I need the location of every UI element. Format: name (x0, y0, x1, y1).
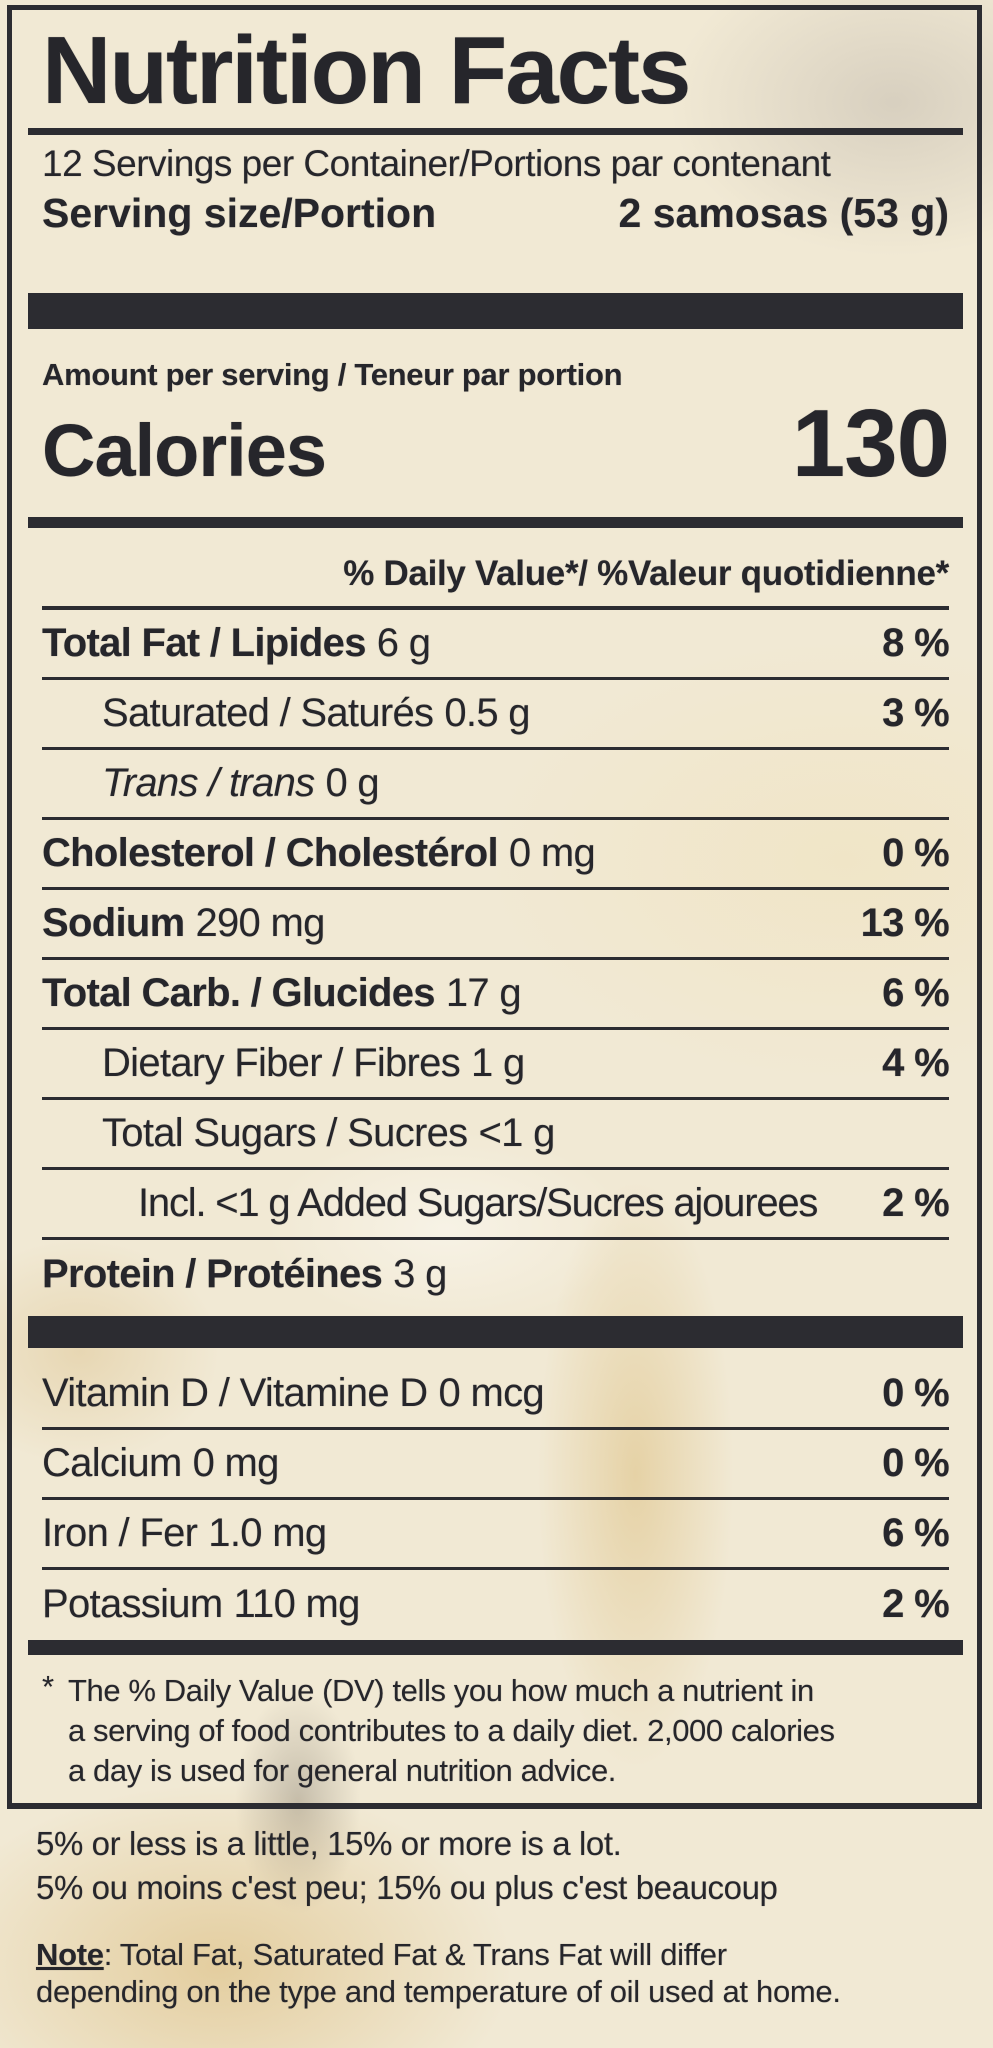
nutrient-name: Total Sugars / Sucres (102, 1110, 468, 1155)
nutrient-row-saturated: Saturated / Saturés 0.5 g 3 % (42, 680, 950, 750)
panel-title: Nutrition Facts (42, 17, 691, 124)
nutrient-dv: 0 % (882, 1370, 950, 1415)
note-text: : Total Fat, Saturated Fat & Trans Fat w… (103, 1937, 727, 1972)
nutrient-name: Trans / trans (102, 760, 315, 805)
nutrient-dv: 6 % (882, 1510, 950, 1555)
nutrient-dv: 2 % (882, 1180, 950, 1225)
nutrient-amount: 1.0 mg (208, 1510, 327, 1555)
calories-divider (28, 516, 963, 528)
nutrient-amount: 0 mcg (438, 1370, 545, 1415)
nutrient-dv: 0 % (882, 830, 950, 875)
nutrient-row-total-carb: Total Carb. / Glucides 17 g 6 % (42, 960, 950, 1030)
serving-size-value: 2 samosas (53 g) (618, 189, 949, 236)
nutrient-amount: 290 mg (195, 900, 325, 945)
daily-value-header: % Daily Value*/ %Valeur quotidienne* (343, 553, 949, 593)
nutrient-amount: 1 g (471, 1040, 525, 1085)
note-label: Note (36, 1937, 104, 1972)
nutrient-amount: 0 mg (508, 830, 596, 875)
nutrient-name: Calcium (42, 1440, 182, 1485)
nutrient-row-total-fat: Total Fat / Lipides 6 g 8 % (42, 610, 950, 680)
nutrient-dv: 13 % (860, 900, 950, 945)
servings-per-container: 12 Servings per Container/Portions par c… (42, 142, 831, 184)
nutrient-amount: 17 g (445, 970, 522, 1015)
nutrient-name: Cholesterol / Cholestérol (42, 830, 499, 875)
nutrition-facts-panel: Nutrition Facts 12 Servings per Containe… (7, 5, 982, 1809)
nutrient-amount: <1 g (478, 1110, 555, 1155)
nutrient-amount: 0 mg (192, 1440, 280, 1485)
nutrient-row-potassium: Potassium 110 mg 2 % (42, 1570, 950, 1640)
nutrient-dv: 3 % (882, 690, 950, 735)
note-text-line2: depending on the type and temperature of… (36, 1974, 841, 2009)
nutrient-name: Dietary Fiber / Fibres (102, 1040, 461, 1085)
nutrient-dv: 2 % (882, 1582, 950, 1627)
daily-value-footnote: * The % Daily Value (DV) tells you how m… (42, 1669, 949, 1791)
nutrient-dv: 0 % (882, 1440, 950, 1485)
serving-size-label: Serving size/Portion (42, 189, 437, 236)
dv-hint-french: 5% ou moins c'est peu; 15% ou plus c'est… (36, 1869, 778, 1906)
nutrient-name: Protein / Protéines (42, 1252, 383, 1297)
nutrient-name: Sodium (42, 900, 185, 945)
nutrient-dv: 6 % (882, 970, 950, 1015)
footnote-line: The % Daily Value (DV) tells you how muc… (68, 1672, 814, 1708)
nutrient-row-sodium: Sodium 290 mg 13 % (42, 890, 950, 960)
nutrient-name: Potassium (42, 1582, 223, 1627)
nutrient-amount: 3 g (393, 1252, 447, 1297)
nutrient-row-total-sugars: Total Sugars / Sucres <1 g (42, 1100, 949, 1170)
nutrient-name: Total Fat / Lipides (42, 620, 366, 665)
below-panel-text: 5% or less is a little, 15% or more is a… (36, 1822, 963, 2010)
nutrient-name: Incl. <1 g Added Sugars/Sucres ajourees (138, 1180, 818, 1225)
nutrient-amount: 110 mg (233, 1582, 360, 1627)
footnote-asterisk: * (42, 1668, 54, 1704)
nutrient-row-cholesterol: Cholesterol / Cholestérol 0 mg 0 % (42, 820, 950, 890)
nutrient-row-trans: Trans / trans 0 g (42, 750, 949, 820)
nutrient-table: Total Fat / Lipides 6 g 8 % Saturated / S… (42, 605, 950, 1310)
nutrient-amount: 0.5 g (444, 690, 530, 735)
nutrient-name: Total Carb. / Glucides (42, 970, 436, 1015)
serving-size-row: Serving size/Portion 2 samosas (53 g) (42, 187, 949, 239)
nutrient-name: Vitamin D / Vitamine D (42, 1370, 428, 1415)
nutrient-dv: 4 % (882, 1040, 950, 1085)
calories-label: Calories (42, 408, 327, 492)
nutrient-row-added-sugars: Incl. <1 g Added Sugars/Sucres ajourees … (42, 1170, 950, 1240)
amount-per-serving: Amount per serving / Teneur par portion (42, 356, 623, 392)
nutrient-row-dietary-fiber: Dietary Fiber / Fibres 1 g 4 % (42, 1030, 950, 1100)
nutrient-amount: 0 g (325, 760, 379, 805)
footnote-line: a serving of food contributes to a daily… (68, 1712, 835, 1748)
section-bar-protein (28, 1315, 963, 1348)
nutrient-row-iron: Iron / Fer 1.0 mg 6 % (42, 1500, 950, 1570)
section-bar-top (28, 292, 963, 329)
nutrient-name: Saturated / Saturés (102, 690, 434, 735)
nutrient-row-calcium: Calcium 0 mg 0 % (42, 1430, 950, 1500)
nutrient-row-protein: Protein / Protéines 3 g (42, 1240, 949, 1310)
oil-note: Note: Total Fat, Saturated Fat & Trans F… (36, 1936, 963, 2010)
dv-hint-english: 5% or less is a little, 15% or more is a… (36, 1825, 622, 1862)
calories-value: 130 (791, 389, 950, 497)
title-divider (28, 127, 963, 135)
nutrient-name: Iron / Fer (42, 1510, 198, 1555)
calories-row: Calories 130 (42, 389, 950, 499)
nutrient-dv: 8 % (882, 620, 950, 665)
section-bar-bottom (28, 1639, 963, 1655)
nutrient-amount: 6 g (376, 620, 431, 665)
footnote-line: a day is used for general nutrition advi… (68, 1752, 617, 1788)
